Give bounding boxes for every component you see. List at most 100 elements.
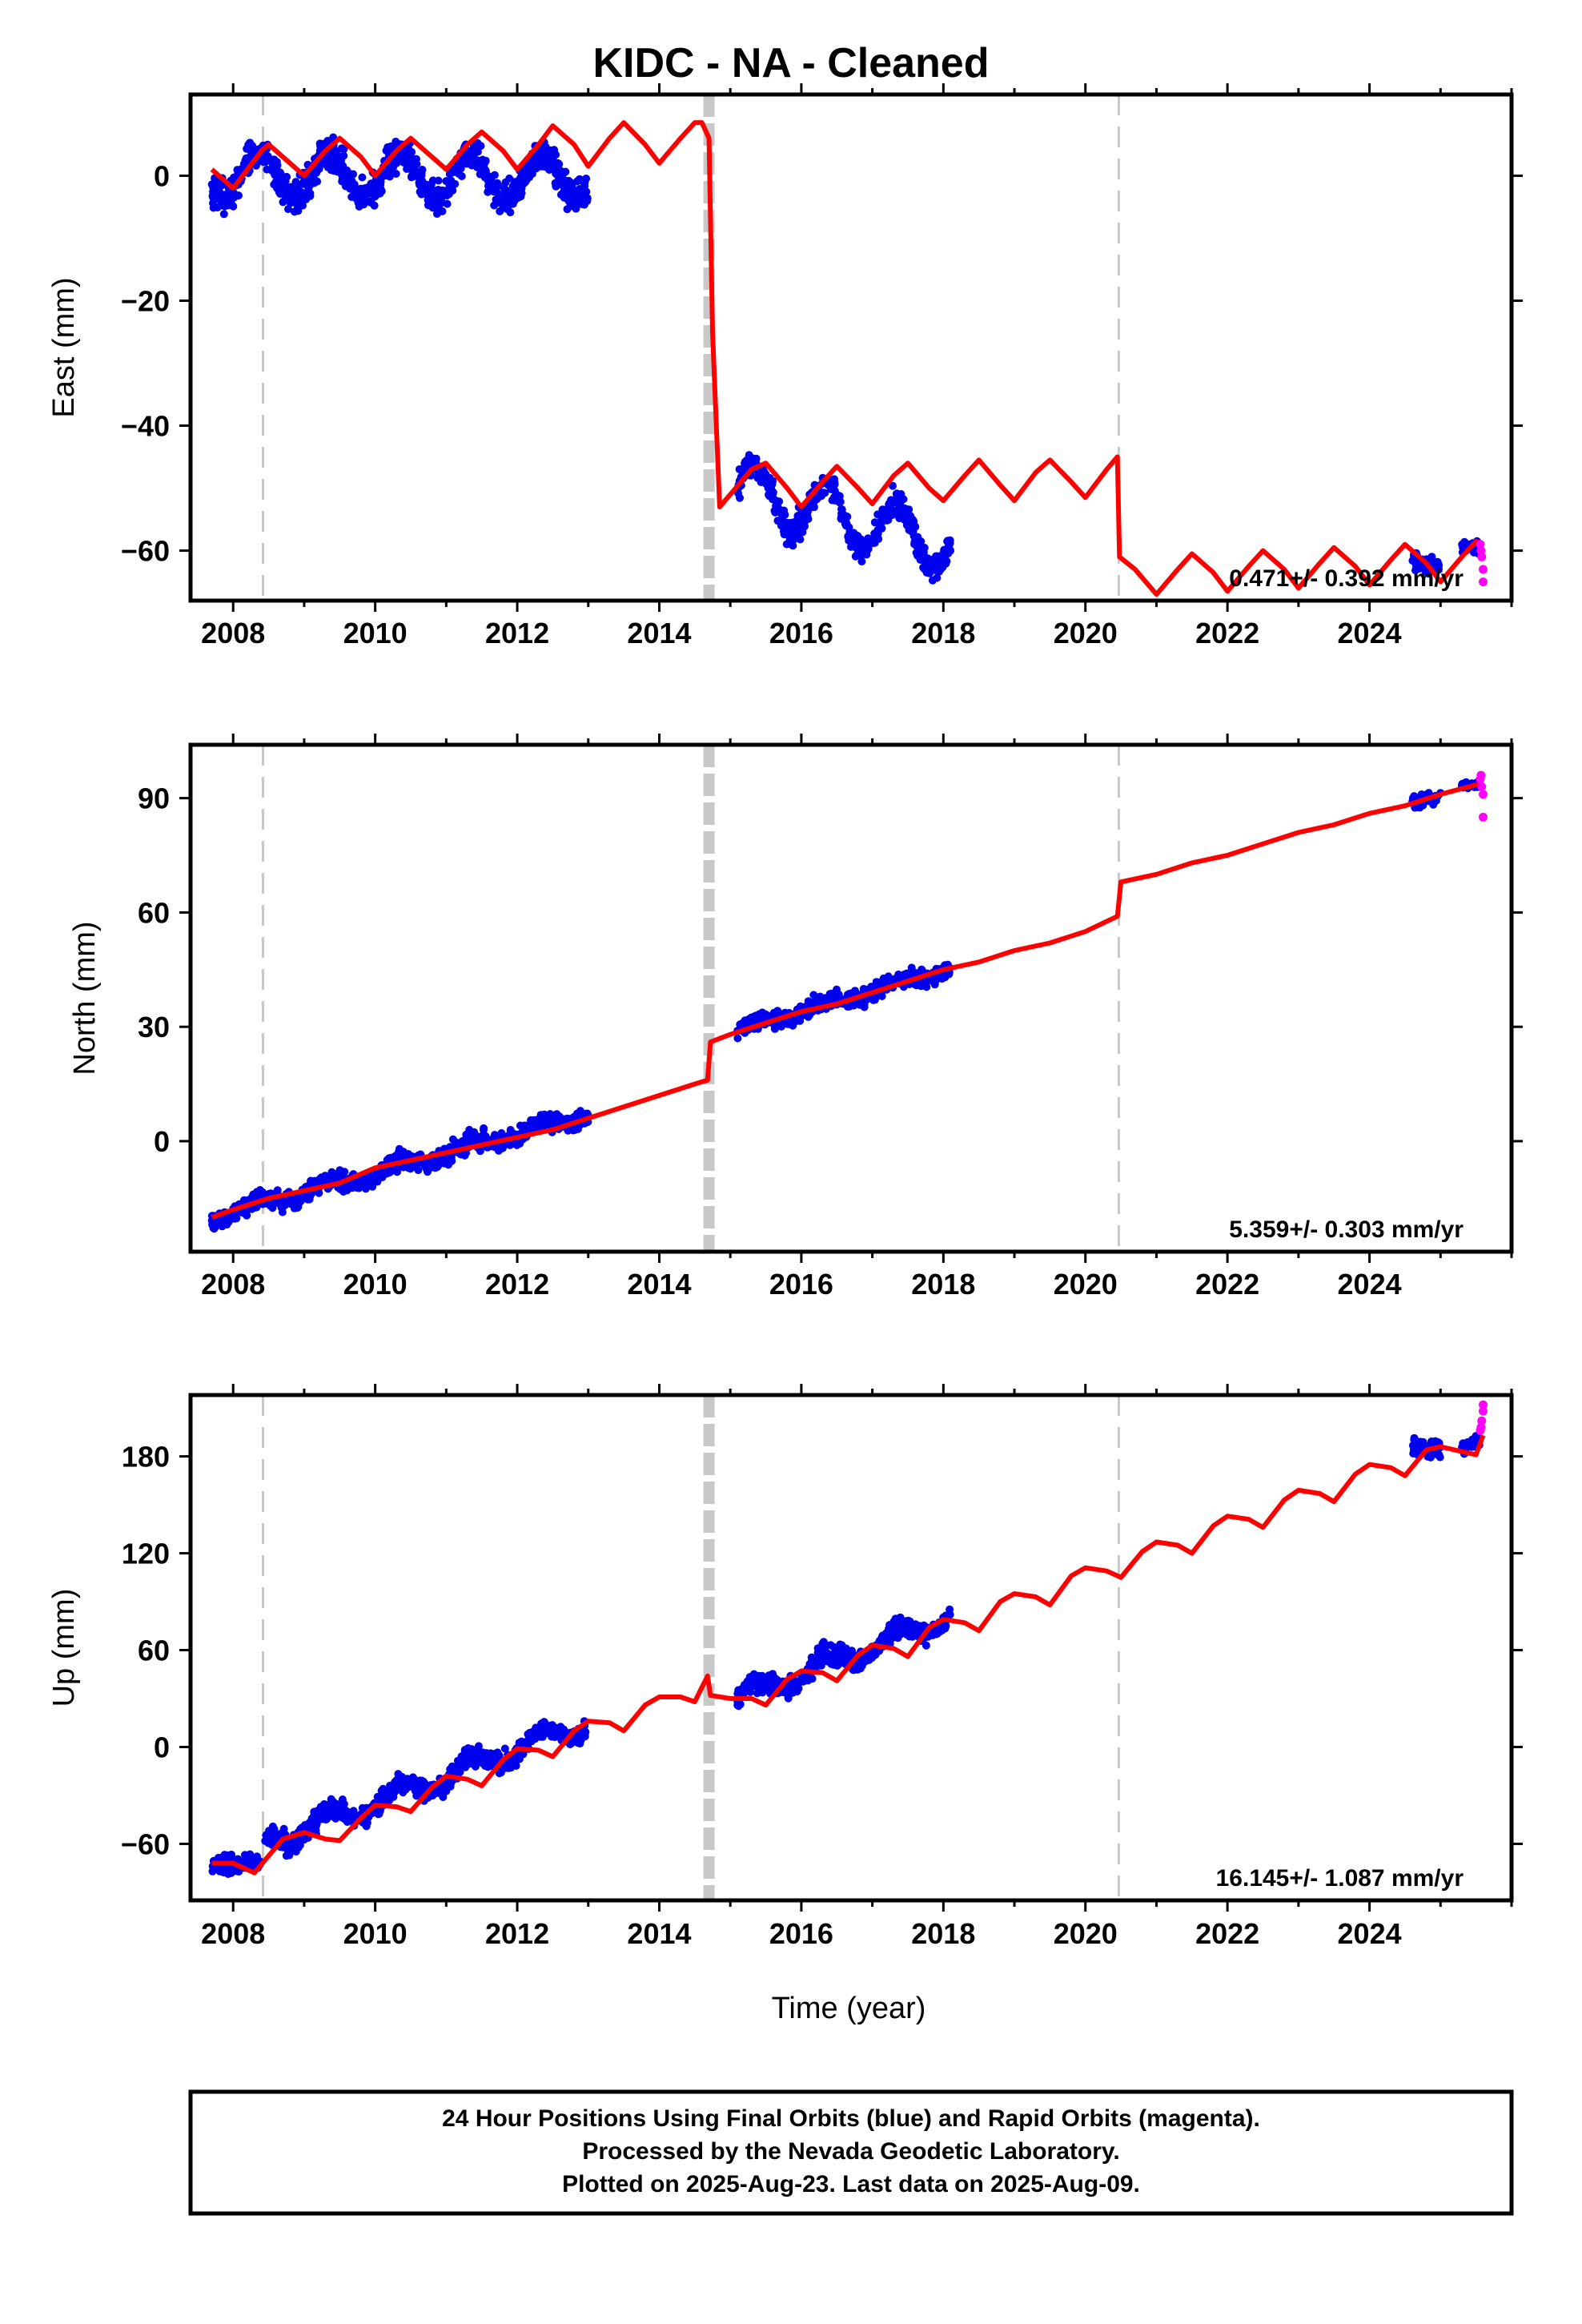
rapid-point — [1479, 1406, 1488, 1416]
data-point — [490, 171, 499, 179]
x-axis-label: Time (year) — [772, 1992, 926, 2025]
data-point — [456, 1761, 465, 1770]
data-point — [284, 205, 292, 214]
data-point — [409, 1779, 418, 1787]
data-point — [870, 529, 879, 538]
data-point — [495, 1751, 504, 1759]
plot-frame — [188, 742, 1514, 1254]
data-point — [253, 1856, 262, 1864]
data-point — [908, 1632, 917, 1641]
data-point — [462, 159, 471, 168]
data-point — [851, 534, 860, 543]
data-point — [304, 1819, 313, 1828]
data-point — [534, 1118, 543, 1127]
data-point — [907, 527, 916, 536]
data-point — [457, 1752, 466, 1761]
y-tick-label: 0 — [154, 159, 170, 192]
data-point — [291, 178, 300, 187]
data-point — [448, 1135, 457, 1144]
caption-line-3: Plotted on 2025-Aug-23. Last data on 202… — [562, 2171, 1140, 2197]
data-point — [765, 1671, 773, 1680]
y-tick-label: −40 — [121, 410, 170, 443]
x-tick-label: 2008 — [201, 617, 265, 649]
data-point — [399, 1163, 408, 1172]
data-point — [279, 179, 288, 188]
x-tick-label: 2012 — [485, 1268, 549, 1301]
y-tick-label: −60 — [121, 1827, 170, 1860]
model-line — [211, 1434, 1486, 1876]
data-point — [418, 166, 427, 174]
data-point — [436, 207, 445, 215]
model-line — [210, 120, 1484, 597]
data-point — [416, 1782, 425, 1791]
data-point — [465, 1751, 474, 1760]
data-point — [227, 1852, 235, 1860]
data-point — [367, 179, 375, 188]
data-point — [480, 1132, 489, 1140]
data-point — [1435, 1453, 1444, 1462]
y-tick-label: 60 — [138, 896, 170, 929]
data-point — [745, 458, 753, 467]
caption-line-1: 24 Hour Positions Using Final Orbits (bl… — [442, 2105, 1260, 2132]
data-point — [773, 1675, 781, 1684]
rapid-point — [1479, 1400, 1488, 1409]
data-point — [877, 524, 886, 533]
rapid-point — [1479, 812, 1488, 822]
data-point — [331, 1807, 340, 1815]
panel-north: 2008 2010 2012 2014 2016 2018 2020 2022 20249060… — [68, 734, 1523, 1301]
data-point — [319, 1806, 327, 1815]
data-point — [468, 159, 477, 167]
data-point — [763, 475, 772, 483]
data-point — [277, 186, 286, 195]
data-point — [555, 174, 564, 183]
data-point — [813, 1657, 821, 1666]
data-point — [282, 1852, 291, 1860]
data-point — [240, 1851, 249, 1860]
data-point — [347, 1180, 356, 1189]
data-point — [736, 493, 744, 502]
final-orbit-points — [208, 1432, 1484, 1878]
data-point — [335, 1166, 344, 1175]
x-tick-label: 2018 — [911, 1268, 975, 1301]
data-point — [320, 160, 329, 168]
data-point — [571, 191, 579, 199]
data-point — [881, 505, 890, 514]
data-point — [515, 1751, 524, 1760]
x-tick-label: 2022 — [1195, 1268, 1259, 1301]
data-point — [823, 1652, 832, 1661]
data-point — [889, 510, 898, 519]
data-point — [902, 521, 911, 529]
data-point — [736, 1700, 745, 1709]
data-point — [575, 185, 584, 193]
data-point — [1431, 1437, 1439, 1445]
data-point — [829, 990, 837, 999]
x-tick-label: 2014 — [627, 1268, 691, 1301]
data-point — [753, 473, 762, 482]
data-point — [209, 187, 218, 195]
x-tick-label: 2012 — [485, 617, 549, 649]
data-point — [412, 155, 420, 163]
data-point — [769, 1008, 778, 1017]
y-axis-label: East (mm) — [47, 277, 81, 417]
data-point — [358, 173, 367, 182]
data-point — [791, 525, 799, 533]
data-point — [928, 562, 937, 571]
data-point — [496, 199, 504, 207]
data-point — [942, 1622, 950, 1630]
data-point — [269, 1838, 278, 1847]
data-point — [511, 1760, 520, 1769]
data-point — [857, 557, 866, 566]
data-point — [223, 201, 232, 210]
data-point — [424, 201, 432, 210]
data-point — [772, 497, 780, 505]
rapid-orbit-points — [1476, 1400, 1488, 1435]
data-point — [552, 1724, 560, 1732]
data-point — [273, 1186, 282, 1195]
data-point — [416, 1776, 424, 1785]
data-point — [327, 163, 336, 171]
data-point — [801, 1676, 809, 1685]
rapid-point — [1476, 770, 1486, 780]
data-point — [816, 1644, 825, 1652]
y-tick-label: 120 — [122, 1538, 170, 1570]
data-point — [279, 198, 287, 207]
